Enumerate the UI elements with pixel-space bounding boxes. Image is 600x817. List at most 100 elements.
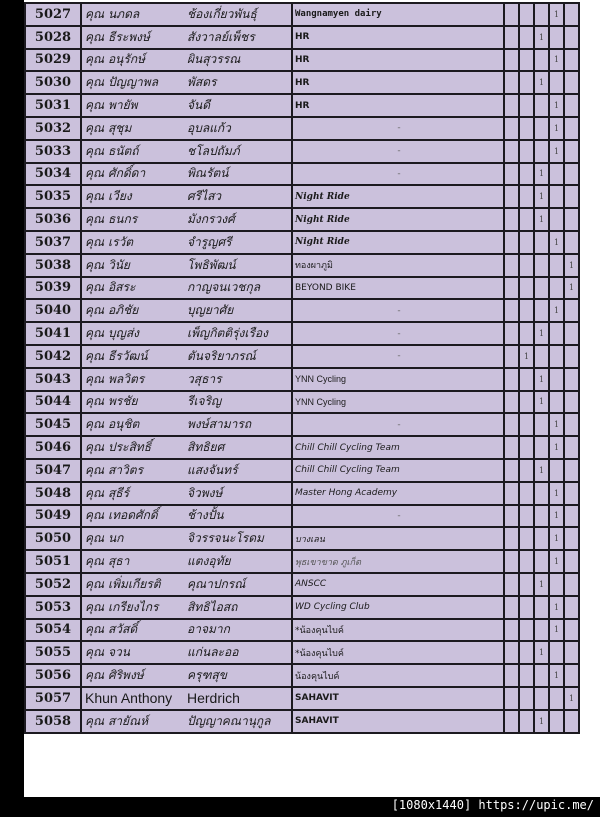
category-cell [518, 457, 535, 483]
team-name: Chill Chill Cycling Team [291, 457, 505, 483]
category-cell [503, 640, 520, 666]
team-name: Night Ride [291, 184, 505, 210]
category-cell [503, 503, 520, 529]
table-row: 5031 คุณ พายัพ จันดี HR 1 [24, 93, 580, 118]
team-name: - [291, 412, 505, 438]
category-cell [503, 594, 520, 620]
bib-number: 5043 [24, 366, 82, 392]
bib-number: 5048 [24, 480, 82, 506]
table-row: 5036 คุณ ธนกร มังกรวงศ์ Night Ride 1 [24, 207, 580, 232]
last-name: ปัญญาคณานุกูล [185, 708, 293, 734]
category-cell [503, 663, 520, 688]
category-cell [533, 480, 550, 506]
last-name: จำรูญศรี [185, 229, 293, 255]
category-cell [563, 594, 580, 620]
category-cell [563, 640, 580, 666]
category-cell [563, 435, 580, 460]
bib-number: 5034 [24, 161, 82, 187]
category-cell [503, 138, 520, 164]
category-cell [503, 412, 520, 438]
category-cell [503, 343, 520, 369]
first-name: คุณ เรวัต [80, 229, 185, 255]
category-cell [518, 321, 535, 346]
bib-number: 5050 [24, 526, 82, 552]
team-name: YNN Cycling [291, 366, 505, 392]
category-cell [503, 321, 520, 346]
last-name: ศรีไสว [185, 184, 293, 210]
category-cell [518, 298, 535, 324]
bib-number: 5047 [24, 457, 82, 483]
category-cell [518, 229, 535, 255]
first-name: คุณ พายัพ [80, 93, 185, 118]
team-name: บางเลน [291, 526, 505, 552]
last-name: สังวาลย์เพ็ชร [185, 24, 293, 50]
category-cell [518, 24, 535, 50]
category-cell [563, 571, 580, 597]
category-cell: 1 [518, 343, 535, 369]
category-cell [533, 343, 550, 369]
last-name: พงษ์สามารถ [185, 412, 293, 438]
last-name: แสงจันทร์ [185, 457, 293, 483]
first-name: คุณ วินัย [80, 252, 185, 278]
bib-number: 5028 [24, 24, 82, 50]
table-row: 5041 คุณ บุญส่ง เพ็ญกิตติรุ่งเรือง - 1 [24, 321, 580, 346]
category-cell [518, 526, 535, 552]
first-name: คุณ สายัณห์ [80, 708, 185, 734]
category-cell [533, 594, 550, 620]
category-cell [563, 138, 580, 164]
team-name: Wangnamyen dairy [291, 2, 505, 27]
team-name: SAHAVIT [291, 685, 505, 711]
bib-number: 5056 [24, 663, 82, 688]
category-cell: 1 [533, 457, 550, 483]
last-name: สิทธิไอสถ [185, 594, 293, 620]
category-cell [563, 480, 580, 506]
category-cell [503, 708, 520, 734]
category-cell [503, 229, 520, 255]
first-name: คุณ สวัสดิ์ [80, 617, 185, 643]
category-cell: 1 [533, 70, 550, 96]
first-name: คุณ นภดล [80, 2, 185, 27]
last-name: ช้างปั้น [185, 503, 293, 529]
first-name: คุณ อนุชิต [80, 412, 185, 438]
table-row: 5028 คุณ ธีระพงษ์ สังวาลย์เพ็ชร HR 1 [24, 24, 580, 50]
last-name: แก่นละออ [185, 640, 293, 666]
category-cell [563, 184, 580, 210]
table-row: 5039 คุณ อิสระ กาญจนเวชกุล BEYOND BIKE 1 [24, 275, 580, 301]
category-cell: 1 [533, 640, 550, 666]
last-name: บุญยาศัย [185, 298, 293, 324]
first-name: คุณ นก [80, 526, 185, 552]
category-cell [503, 70, 520, 96]
category-cell: 1 [548, 594, 565, 620]
table-row: 5037 คุณ เรวัต จำรูญศรี Night Ride 1 [24, 229, 580, 255]
first-name: คุณ เพิ่มเกียรติ [80, 571, 185, 597]
team-name: - [291, 298, 505, 324]
team-name: - [291, 321, 505, 346]
team-name: HR [291, 47, 505, 73]
last-name: จันดี [185, 93, 293, 118]
category-cell [563, 207, 580, 232]
first-name: คุณ สาวิตร [80, 457, 185, 483]
category-cell [563, 549, 580, 574]
category-cell [503, 184, 520, 210]
category-cell [518, 594, 535, 620]
category-cell [533, 275, 550, 301]
category-cell [563, 24, 580, 50]
category-cell [518, 435, 535, 460]
category-cell [548, 708, 565, 734]
first-name: คุณ ธนัตถ์ [80, 138, 185, 164]
first-name: คุณ อภิชัย [80, 298, 185, 324]
category-cell [533, 47, 550, 73]
category-cell [503, 252, 520, 278]
bib-number: 5029 [24, 47, 82, 73]
team-name: น้องคุนไบค์ [291, 663, 505, 688]
last-name: มังกรวงศ์ [185, 207, 293, 232]
first-name: คุณ บุญส่ง [80, 321, 185, 346]
bib-number: 5032 [24, 115, 82, 141]
bib-number: 5039 [24, 275, 82, 301]
last-name: วสุธาร [185, 366, 293, 392]
table-row: 5052 คุณ เพิ่มเกียรติ คุณาปกรณ์ ANSCC 1 [24, 571, 580, 597]
category-cell [503, 93, 520, 118]
table-row: 5029 คุณ อนุรักษ์ ผินสุวรรณ HR 1 [24, 47, 580, 73]
last-name: สิทธิยศ [185, 435, 293, 460]
category-cell [518, 685, 535, 711]
